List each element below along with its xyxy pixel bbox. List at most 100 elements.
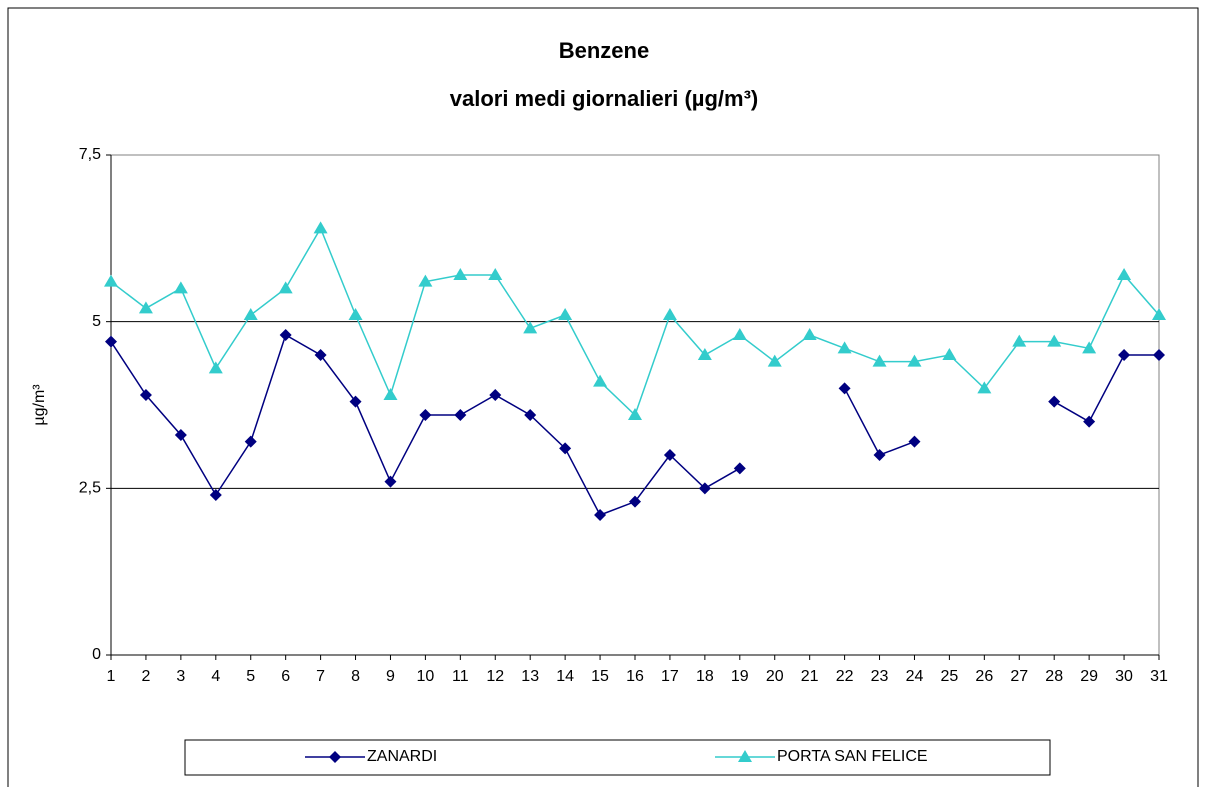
data-point <box>139 389 152 401</box>
data-point <box>208 361 223 374</box>
x-tick-label: 4 <box>211 668 220 685</box>
data-point <box>977 381 992 394</box>
y-axis-label: µg/m³ <box>31 384 48 426</box>
x-tick-label: 17 <box>661 668 679 685</box>
data-point <box>838 382 851 395</box>
data-point <box>1118 349 1131 361</box>
data-point <box>384 475 397 488</box>
data-point <box>872 354 887 367</box>
x-tick-label: 11 <box>452 668 469 685</box>
data-point <box>908 435 921 448</box>
data-point <box>663 449 676 461</box>
data-point <box>873 449 886 461</box>
legend-marker <box>738 750 752 762</box>
data-point <box>174 429 187 441</box>
data-point <box>662 308 677 320</box>
data-point <box>418 274 433 287</box>
data-point <box>698 482 711 495</box>
x-tick-label: 15 <box>591 668 609 685</box>
x-tick-label: 13 <box>521 668 539 685</box>
x-tick-label: 22 <box>836 668 854 685</box>
data-point <box>1082 341 1097 354</box>
data-point <box>942 348 957 360</box>
x-tick-label: 31 <box>1150 668 1168 685</box>
x-tick-label: 3 <box>176 668 185 685</box>
data-point <box>802 328 817 340</box>
data-point <box>138 301 153 314</box>
x-tick-label: 29 <box>1080 668 1098 685</box>
data-point <box>454 409 467 421</box>
plot-area <box>110 154 1160 656</box>
data-point <box>105 335 117 348</box>
x-tick-label: 14 <box>556 668 574 685</box>
chart-subtitle: valori medi giornalieri (µg/m³) <box>450 86 759 111</box>
data-point <box>489 389 502 401</box>
y-tick-label: 5 <box>92 313 101 330</box>
data-point <box>1152 308 1166 320</box>
data-point <box>419 409 432 421</box>
data-point <box>383 388 398 400</box>
data-point <box>279 329 292 341</box>
y-tick-label: 7,5 <box>79 146 101 163</box>
legend-label: PORTA SAN FELICE <box>777 748 928 765</box>
data-point <box>453 268 468 280</box>
x-tick-label: 30 <box>1115 668 1133 685</box>
data-point <box>1117 268 1132 280</box>
x-tick-label: 18 <box>696 668 714 685</box>
data-point <box>278 281 293 294</box>
legend-marker <box>329 751 341 763</box>
data-point <box>767 354 782 367</box>
x-tick-label: 8 <box>351 668 360 685</box>
data-point <box>1083 415 1096 428</box>
y-tick-label: 0 <box>92 646 101 663</box>
x-tick-label: 1 <box>107 668 116 685</box>
data-point <box>1153 349 1165 361</box>
data-point <box>594 509 607 521</box>
x-tick-label: 28 <box>1045 668 1063 685</box>
x-tick-label: 16 <box>626 668 644 685</box>
legend-label: ZANARDI <box>367 748 437 765</box>
data-point <box>1048 395 1061 408</box>
x-tick-label: 21 <box>801 668 819 685</box>
data-point <box>313 221 328 234</box>
data-point <box>559 442 572 455</box>
data-point <box>488 268 503 280</box>
x-tick-label: 19 <box>731 668 749 685</box>
data-point <box>837 341 852 354</box>
x-tick-label: 23 <box>871 668 889 685</box>
y-tick-label: 2,5 <box>79 480 101 497</box>
x-tick-label: 12 <box>486 668 504 685</box>
x-tick-label: 27 <box>1010 668 1028 685</box>
data-point <box>104 274 118 287</box>
data-point <box>733 462 746 475</box>
x-tick-label: 5 <box>246 668 255 685</box>
data-point <box>732 328 747 340</box>
data-point <box>244 435 257 448</box>
x-tick-label: 20 <box>766 668 784 685</box>
data-point <box>349 395 362 408</box>
data-point <box>907 354 922 367</box>
data-point <box>314 349 327 361</box>
x-tick-label: 7 <box>316 668 325 685</box>
chart-title: Benzene <box>559 38 649 63</box>
x-tick-label: 10 <box>417 668 435 685</box>
x-tick-label: 24 <box>906 668 924 685</box>
data-point <box>524 409 537 421</box>
data-point <box>209 489 222 501</box>
x-tick-label: 6 <box>281 668 290 685</box>
data-point <box>523 321 538 334</box>
data-point <box>1047 334 1062 347</box>
data-point <box>348 308 363 320</box>
x-tick-label: 26 <box>975 668 993 685</box>
data-point <box>628 408 642 420</box>
data-point <box>173 281 188 294</box>
x-tick-label: 2 <box>141 668 150 685</box>
data-point <box>697 348 712 360</box>
data-point <box>243 308 258 320</box>
x-tick-label: 9 <box>386 668 395 685</box>
data-point <box>593 374 608 387</box>
data-point <box>1012 334 1027 347</box>
data-point <box>629 495 641 508</box>
x-tick-label: 25 <box>941 668 959 685</box>
